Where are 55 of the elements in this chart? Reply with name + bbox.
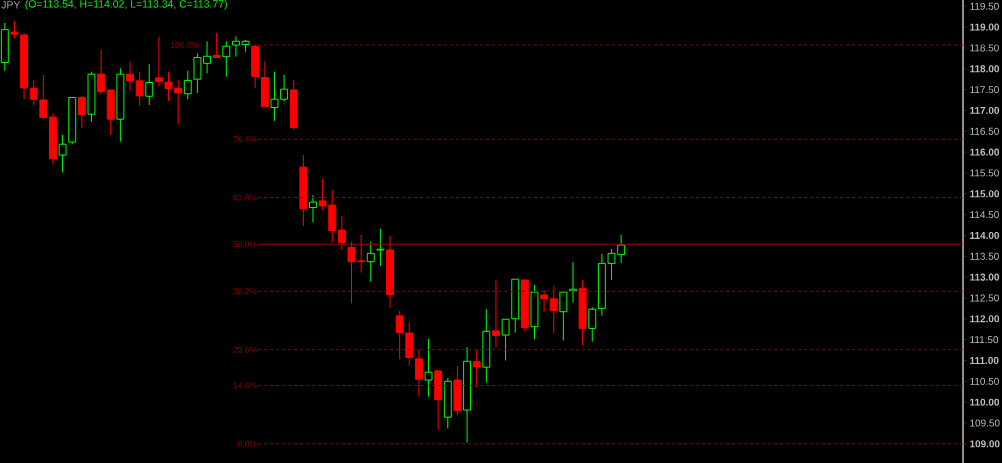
- candlestick: [472, 349, 481, 389]
- candlestick: [424, 338, 433, 398]
- candlestick: [135, 71, 144, 107]
- candlestick: [376, 228, 385, 267]
- candlestick: [569, 261, 577, 304]
- y-tick-label: 110.00: [970, 398, 1000, 406]
- y-tick-label: 115.50: [970, 169, 999, 177]
- y-tick-label: 109.50: [970, 419, 1000, 427]
- y-tick-label: 110.50: [970, 377, 999, 385]
- y-tick-label: 117.00: [970, 106, 1000, 114]
- y-tick-label: 119.50: [970, 2, 999, 10]
- annotation: 14.6%: [233, 382, 257, 389]
- y-tick-label: 114.00: [970, 231, 1000, 239]
- y-tick-label: 118.50: [970, 44, 999, 52]
- y-tick-label: 111.50: [970, 336, 999, 344]
- annotation: 38.2%: [233, 288, 257, 295]
- chart-subtitle: (O=113.54, H=114.02, L=113.34, C=113.77): [25, 0, 227, 10]
- y-tick-label: 116.00: [970, 148, 1000, 156]
- candlestick: [222, 40, 231, 78]
- chart-title: JPY: [1, 1, 21, 9]
- candlestick: [588, 306, 597, 343]
- candlestick: [77, 95, 86, 129]
- annotation: 61.8%: [233, 194, 257, 201]
- y-tick-label: 117.50: [970, 86, 999, 94]
- y-tick-label: 114.50: [970, 211, 999, 219]
- candlestick: [414, 349, 423, 398]
- y-tick-label: 113.00: [970, 273, 1000, 281]
- y-tick-label: 116.50: [970, 127, 999, 135]
- candlestick: [559, 291, 568, 341]
- candlestick: [540, 289, 549, 313]
- candlestick: [337, 215, 346, 251]
- y-tick-label: 111.00: [970, 356, 999, 364]
- candlestick: [366, 241, 375, 283]
- candlestick: [97, 49, 106, 95]
- y-tick-label: 112.50: [970, 294, 999, 302]
- candlestick: [58, 134, 67, 174]
- y-tick-label: 115.00: [970, 190, 1000, 198]
- annotation: 100.0%: [171, 42, 199, 48]
- annotation: 76.4%: [233, 136, 257, 143]
- candlestick: [309, 194, 317, 224]
- candlestick: [183, 70, 192, 100]
- candlestick: [501, 318, 510, 361]
- candlestick: [549, 285, 558, 334]
- candlestick: [126, 60, 134, 92]
- annotation: 0.0%: [237, 440, 257, 447]
- annotation: 50.0%: [233, 241, 257, 248]
- y-tick-label: 112.00: [970, 315, 1000, 323]
- candlestick: [491, 279, 500, 349]
- y-tick-label: 113.50: [970, 252, 999, 260]
- candlestick: [145, 63, 154, 106]
- annotation: 23.6%: [233, 346, 257, 353]
- y-tick-label: 118.00: [970, 65, 1000, 73]
- y-tick-label: 119.00: [970, 23, 1000, 31]
- candlestick: [212, 32, 221, 58]
- y-tick-label: 109.00: [970, 440, 1000, 448]
